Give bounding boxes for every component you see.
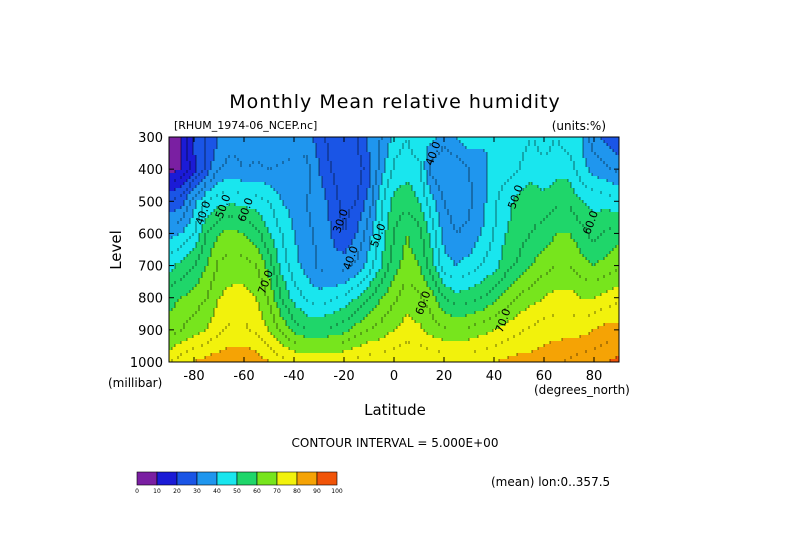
colorbar-swatch (136, 471, 158, 486)
footnote: (mean) lon:0..357.5 (491, 475, 610, 489)
x-tick-label: 60 (536, 369, 553, 384)
colorbar-swatch (256, 471, 278, 486)
contour-interval-label: CONTOUR INTERVAL = 5.000E+00 (292, 436, 499, 450)
colorbar-tick-label: 80 (293, 488, 301, 495)
x-tick-label: -40 (283, 369, 304, 384)
y-axis: 300 400 500 600 700 800 900 1000 (130, 131, 619, 371)
colorbar-swatch (196, 471, 218, 486)
y-tick-label: 1000 (130, 356, 163, 371)
colorbar-tick-label: 50 (233, 488, 241, 495)
chart-title: Monthly Mean relative humidity (229, 91, 561, 113)
y-tick-label: 700 (138, 260, 163, 275)
x-units-label: (degrees_north) (534, 383, 630, 397)
colorbar-swatch (276, 471, 298, 486)
y-tick-label: 500 (138, 195, 163, 210)
x-tick-label: 0 (390, 369, 398, 384)
colorbar-swatch (296, 471, 318, 486)
colorbar-tick-label: 90 (313, 488, 321, 495)
y-tick-label: 800 (138, 292, 163, 307)
x-tick-label: 40 (486, 369, 503, 384)
colorbar-tick-label: 0 (135, 488, 139, 495)
colorbar-swatch (216, 471, 238, 486)
dataset-label: [RHUM_1974-06_NCEP.nc] (174, 119, 317, 132)
x-axis: -80 -60 -40 -20 0 20 40 60 80 (183, 137, 602, 384)
x-tick-label: 80 (586, 369, 603, 384)
x-tick-label: -80 (183, 369, 204, 384)
colorbar-tick-label: 30 (193, 488, 201, 495)
colorbar-tick-label: 100 (331, 488, 343, 495)
colorbar-swatch (316, 471, 338, 486)
y-tick-label: 400 (138, 163, 163, 178)
colorbar-tick-label: 40 (213, 488, 221, 495)
colorbar: 0 10 20 30 40 50 60 70 80 90 100 (135, 471, 343, 495)
y-tick-label: 600 (138, 227, 163, 242)
colorbar-swatch (176, 471, 198, 486)
y-units-label: (millibar) (108, 376, 162, 390)
colorbar-tick-label: 60 (253, 488, 261, 495)
units-label: (units:%) (552, 119, 606, 133)
colorbar-swatch (156, 471, 178, 486)
colorbar-tick-label: 20 (173, 488, 181, 495)
y-tick-label: 900 (138, 324, 163, 339)
x-axis-label: Latitude (364, 401, 426, 419)
y-tick-label: 300 (138, 131, 163, 146)
colorbar-tick-label: 70 (273, 488, 281, 495)
y-axis-label: Level (107, 230, 125, 270)
x-tick-label: 20 (436, 369, 453, 384)
x-tick-label: -60 (233, 369, 254, 384)
heatmap-plot-area (169, 137, 620, 363)
colorbar-tick-label: 10 (153, 488, 161, 495)
x-tick-label: -20 (333, 369, 354, 384)
colorbar-swatch (236, 471, 258, 486)
